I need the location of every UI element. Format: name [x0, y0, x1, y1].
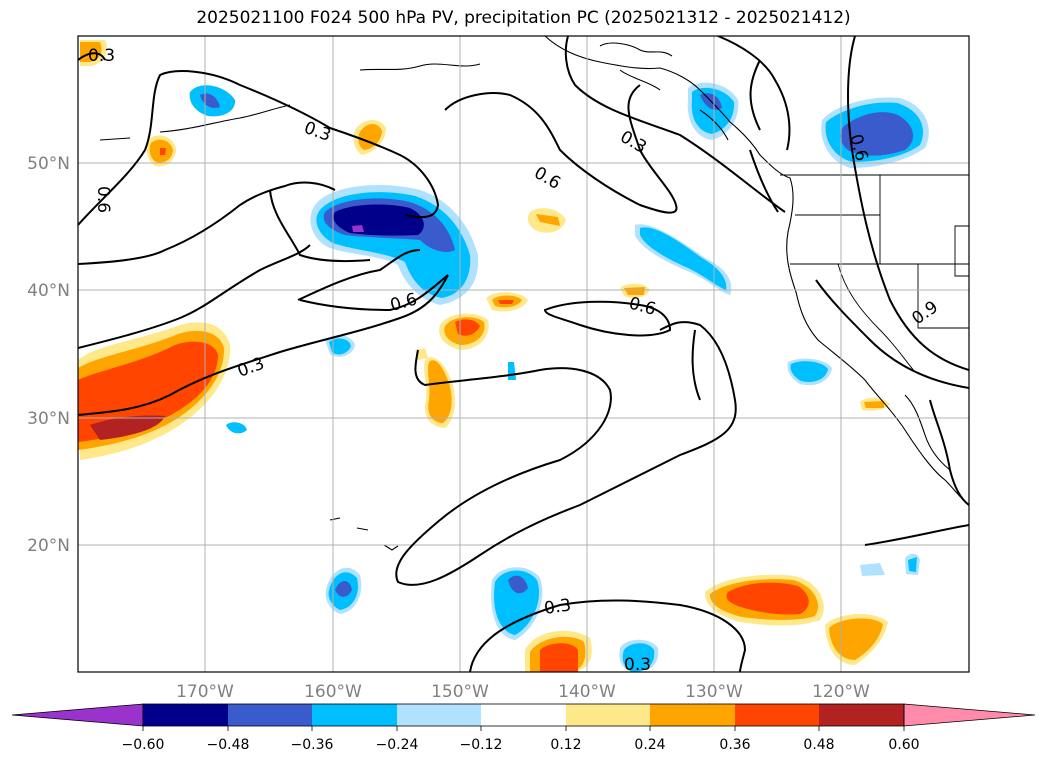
- colorbar-swatch: [566, 704, 650, 726]
- lon-label: 160°W: [304, 682, 362, 702]
- colorbar-extend-low: [11, 703, 144, 727]
- map-area: 0.3 0.3 0.6 0.6 0.3 0.6 0.6 0.6 0.3 0.3 …: [78, 36, 969, 675]
- colorbar-swatch: [228, 704, 312, 726]
- colorbar-tick: −0.36: [291, 737, 334, 753]
- contour-label: 0.3: [624, 655, 651, 675]
- contour-label: 0.6: [531, 163, 564, 194]
- colorbar-swatch: [312, 704, 397, 726]
- colorbar-swatch: [481, 704, 566, 726]
- colorbar-tick: −0.60: [122, 737, 165, 753]
- contour-label: 0.6: [93, 186, 113, 213]
- colorbar-swatch: [819, 704, 904, 726]
- colorbar-tick: −0.24: [376, 737, 419, 753]
- colorbar-tick: −0.48: [207, 737, 250, 753]
- lat-label: 20°N: [27, 536, 70, 556]
- colorbar-swatch: [650, 704, 735, 726]
- lat-label: 40°N: [27, 281, 70, 301]
- colorbar: −0.60 −0.48 −0.36 −0.24 −0.12 0.12 0.24 …: [11, 703, 1036, 753]
- colorbar-tick: 0.60: [888, 737, 919, 753]
- colorbar-tick: 0.24: [634, 737, 665, 753]
- contour-label: 0.6: [627, 294, 658, 320]
- contour-label: 0.3: [617, 127, 650, 158]
- lat-tick-labels: 50°N 40°N 30°N 20°N: [27, 154, 70, 556]
- colorbar-tick: 0.12: [550, 737, 581, 753]
- map-title: 2025021100 F024 500 hPa PV, precipitatio…: [196, 8, 851, 28]
- colorbar-swatch: [735, 704, 819, 726]
- contour-label: 0.3: [301, 118, 333, 146]
- pv-contours: [78, 36, 969, 672]
- lon-label: 150°W: [431, 682, 489, 702]
- colorbar-extend-high: [903, 703, 1036, 727]
- lon-label: 130°W: [685, 682, 743, 702]
- lon-tick-labels: 170°W 160°W 150°W 140°W 130°W 120°W: [176, 682, 870, 702]
- precip-shading: [78, 40, 929, 672]
- coastlines: [99, 36, 969, 551]
- state-borders: [780, 174, 969, 373]
- lon-label: 140°W: [558, 682, 616, 702]
- lon-label: 170°W: [176, 682, 234, 702]
- contour-label: 0.9: [908, 297, 942, 329]
- colorbar-tick: 0.36: [719, 737, 750, 753]
- colorbar-swatch: [143, 704, 228, 726]
- colorbar-tick: 0.48: [803, 737, 834, 753]
- colorbar-tick: −0.12: [460, 737, 503, 753]
- colorbar-swatch: [397, 704, 481, 726]
- lat-label: 30°N: [27, 409, 70, 429]
- map-frame: [77, 35, 970, 673]
- lon-label: 120°W: [812, 682, 870, 702]
- lat-label: 50°N: [27, 154, 70, 174]
- gridlines: [78, 36, 969, 672]
- contour-label: 0.3: [88, 46, 115, 66]
- contour-label: 0.3: [543, 595, 573, 619]
